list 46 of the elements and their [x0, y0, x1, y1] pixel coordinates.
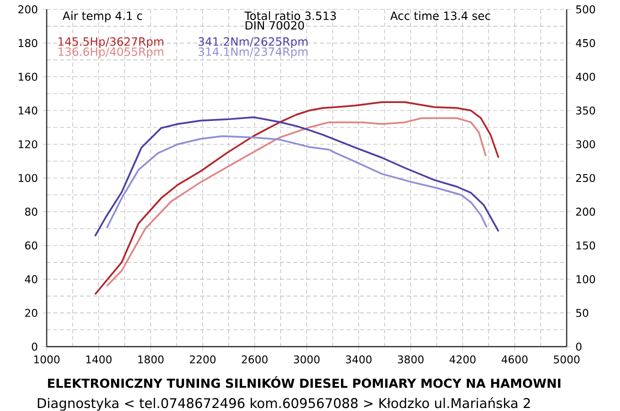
- text: 145.5Hp/3627Rpm: [58, 37, 164, 48]
- x-tick-label: 3400: [346, 356, 372, 364]
- annotation: DIN 70020: [246, 21, 304, 30]
- y-tick-label: 0: [32, 342, 38, 351]
- y2-tick-label: 250: [576, 174, 596, 182]
- x-tick-label: 1400: [86, 356, 112, 364]
- x-tick-label: 2600: [242, 356, 268, 364]
- line-series: [94, 116, 500, 238]
- y-tick-label: 60: [25, 242, 38, 250]
- y-tick-label: 200: [18, 5, 38, 14]
- x-tick-label: 4200: [450, 356, 476, 364]
- y-tick-label: 140: [18, 106, 38, 115]
- text: 341.2Nm/2625Rpm: [198, 37, 308, 48]
- x-tick-label: 5000: [554, 356, 580, 364]
- text: Diagnostyka < tel.0748672496 kom.609567088 > Kłodzko ul.Mariańska 2: [38, 397, 530, 411]
- y-tick-label: 120: [18, 140, 38, 148]
- line-series: [94, 101, 500, 296]
- annotation: Total ratio 3.513: [244, 11, 336, 20]
- y-tick-label: 180: [18, 39, 38, 48]
- x-tick-label: 2200: [190, 356, 216, 364]
- x-tick-label: 3800: [398, 356, 424, 364]
- x-tick-label: 1000: [34, 356, 60, 364]
- annotation: Air temp 4.1 c: [62, 11, 142, 22]
- y2-tick-label: 100: [576, 275, 596, 284]
- y-tick-label: 80: [25, 208, 38, 216]
- y2-tick-label: 0: [576, 342, 582, 351]
- y-tick-label: 20: [25, 309, 38, 318]
- y2-tick-label: 200: [576, 208, 596, 216]
- x-tick-label: 4600: [502, 356, 528, 364]
- line-series: [106, 135, 488, 229]
- y2-tick-label: 500: [576, 5, 596, 14]
- x-tick-label: 1800: [138, 356, 164, 364]
- y-tick-label: 100: [18, 174, 38, 182]
- text: 314.1Nm/2374Rpm: [198, 48, 308, 58]
- y2-tick-label: 50: [576, 309, 588, 318]
- text: ELEKTRONICZNY TUNING SILNIKÓW DIESEL POMIARY MOCY NA HAMOWNI: [48, 376, 560, 388]
- y2-tick-label: 450: [576, 39, 596, 48]
- x-tick-label: 3000: [294, 356, 320, 364]
- annotation: Acc time 13.4 sec: [390, 11, 490, 20]
- y2-tick-label: 300: [576, 140, 596, 148]
- y2-tick-label: 150: [576, 242, 596, 250]
- y-tick-label: 160: [18, 72, 38, 81]
- y2-tick-label: 350: [576, 106, 596, 115]
- y2-tick-label: 400: [576, 72, 596, 81]
- text: 136.6Hp/4055Rpm: [58, 48, 164, 58]
- y-tick-label: 40: [24, 275, 38, 284]
